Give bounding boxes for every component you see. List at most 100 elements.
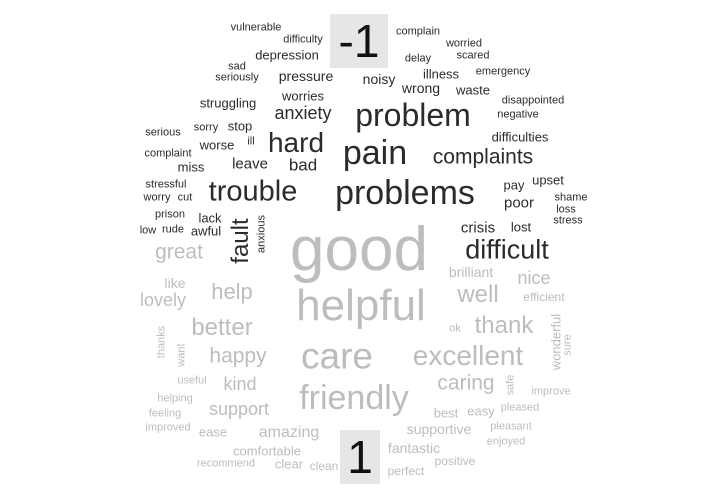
- negative-word: lack: [198, 210, 222, 226]
- positive-word: pleasant: [490, 420, 532, 433]
- negative-word: sorry: [193, 121, 219, 134]
- positive-word: fantastic: [387, 440, 441, 456]
- negative-word: difficulty: [283, 33, 323, 46]
- negative-word: difficulties: [491, 129, 549, 145]
- positive-word: safe: [504, 374, 517, 396]
- positive-word: improved: [145, 421, 191, 434]
- positive-word: nice: [517, 268, 551, 288]
- negative-word: problem: [355, 97, 471, 133]
- positive-word: helping: [157, 392, 193, 405]
- negative-word: bad: [288, 155, 318, 175]
- negative-word: hard: [267, 127, 325, 158]
- positive-word: feeling: [148, 407, 182, 420]
- negative-word: cut: [177, 191, 193, 204]
- negative-word: serious: [145, 126, 181, 139]
- positive-word: amazing: [258, 424, 320, 441]
- positive-word: positive: [434, 454, 476, 468]
- negative-word: worried: [445, 37, 483, 50]
- positive-word: supportive: [406, 421, 472, 437]
- negative-word: prison: [155, 208, 185, 221]
- negative-word: wrong: [401, 80, 441, 96]
- negative-word: stressful: [145, 178, 187, 191]
- negative-word: stress: [553, 214, 583, 227]
- negative-word: fault: [227, 218, 254, 264]
- negative-word: worry: [143, 191, 171, 204]
- negative-word: lost: [510, 219, 532, 235]
- positive-word: helpful: [296, 281, 426, 330]
- positive-word: support: [208, 399, 270, 419]
- negative-word: anxious: [255, 215, 268, 253]
- negative-word: pay: [503, 177, 525, 193]
- negative-word: poor: [503, 194, 535, 212]
- negative-word: awful: [190, 223, 222, 239]
- negative-word: miss: [177, 159, 205, 175]
- positive-word: lovely: [139, 290, 187, 310]
- negative-word: crisis: [460, 219, 496, 237]
- negative-word: trouble: [208, 175, 298, 208]
- positive-word: great: [155, 240, 203, 264]
- positive-word: brilliant: [448, 264, 494, 280]
- positive-word: thank: [474, 312, 534, 339]
- negative-word: low: [139, 224, 157, 237]
- positive-word: want: [175, 343, 188, 367]
- negative-word: seriously: [215, 71, 259, 84]
- positive-word: friendly: [299, 379, 409, 417]
- positive-word: better: [191, 314, 253, 341]
- positive-word: efficient: [523, 290, 565, 304]
- positive-word: clear: [274, 456, 304, 472]
- negative-word: anxiety: [274, 103, 332, 123]
- negative-word: stop: [227, 118, 253, 134]
- positive-word: well: [457, 281, 499, 308]
- negative-word: struggling: [199, 95, 257, 111]
- negative-word: complaint: [144, 147, 192, 160]
- negative-word: waste: [456, 82, 490, 98]
- negative-word: leave: [232, 155, 268, 173]
- negative-word: pressure: [278, 68, 334, 84]
- positive-word: sure: [561, 334, 574, 356]
- negative-word: emergency: [475, 65, 531, 78]
- positive-word: like: [164, 275, 186, 291]
- positive-word: best: [433, 405, 459, 421]
- positive-word: help: [211, 279, 253, 304]
- positive-word: ok: [449, 322, 461, 335]
- negative-word: worse: [199, 137, 235, 153]
- positive-word: perfect: [387, 464, 425, 478]
- positive-word: happy: [209, 344, 267, 368]
- negative-word: ill: [247, 135, 255, 148]
- positive-word: enjoyed: [486, 435, 526, 448]
- positive-group-label: 1: [340, 430, 380, 484]
- negative-word: difficult: [465, 234, 549, 265]
- positive-word: kind: [223, 374, 257, 394]
- positive-word: comfortable: [233, 443, 301, 459]
- negative-word: scared: [456, 49, 490, 62]
- negative-word: pain: [342, 134, 408, 172]
- negative-word: disappointed: [501, 94, 565, 107]
- negative-word: upset: [532, 172, 564, 188]
- positive-word: caring: [437, 371, 495, 395]
- negative-word: depression: [255, 47, 319, 63]
- positive-word: ease: [198, 424, 228, 440]
- positive-word: excellent: [412, 340, 524, 371]
- negative-word: worries: [282, 88, 324, 104]
- positive-word: recommend: [196, 457, 256, 470]
- negative-word: loss: [556, 203, 576, 216]
- negative-word: problems: [335, 174, 475, 212]
- negative-group-label: -1: [330, 14, 388, 68]
- positive-word: useful: [177, 374, 207, 387]
- positive-word: thanks: [155, 325, 168, 359]
- negative-word: complaints: [432, 145, 534, 169]
- positive-word: improve: [531, 385, 571, 398]
- negative-word: complain: [395, 25, 441, 38]
- positive-word: care: [301, 335, 373, 377]
- negative-word: negative: [497, 108, 539, 121]
- negative-word: illness: [422, 66, 460, 82]
- positive-word: pleased: [500, 401, 540, 414]
- positive-word: good: [290, 215, 428, 284]
- negative-word: sad: [228, 60, 246, 73]
- negative-word: delay: [404, 52, 432, 65]
- negative-word: noisy: [362, 71, 396, 87]
- negative-word: rude: [161, 223, 185, 236]
- negative-word: shame: [554, 191, 588, 204]
- positive-word: easy: [467, 403, 495, 419]
